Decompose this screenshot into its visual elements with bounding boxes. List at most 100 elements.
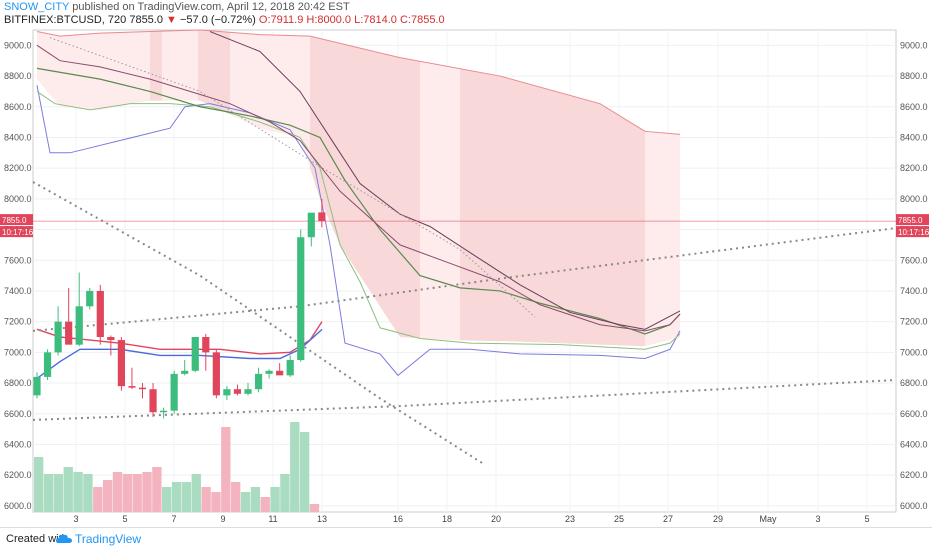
y-tick-right: 8000.0 — [900, 194, 928, 204]
last-price: 7855.0 — [129, 14, 163, 26]
price-label-box — [0, 214, 33, 226]
volume-bar — [43, 474, 54, 512]
y-tick-right: 6600.0 — [900, 409, 928, 419]
volume-bar — [63, 467, 73, 512]
x-tick-label: 9 — [220, 514, 225, 524]
price-label-text: 7855.0 — [2, 216, 27, 225]
volume-bar — [171, 482, 182, 512]
y-tick-left: 6800.0 — [4, 378, 32, 388]
candle-body — [170, 373, 178, 411]
candle-body — [65, 321, 73, 345]
candle-body — [86, 290, 94, 307]
volume-bar — [142, 472, 152, 512]
volume-bar — [250, 487, 261, 512]
x-tick-label: 18 — [442, 514, 452, 524]
y-tick-left: 7200.0 — [4, 317, 32, 327]
y-tick-right: 9000.0 — [900, 40, 928, 50]
candle-body — [212, 352, 220, 396]
candle-body — [54, 321, 62, 353]
volume-bar — [93, 487, 103, 512]
volume-bar — [231, 482, 241, 512]
x-tick-label: 5 — [122, 514, 127, 524]
published-text: published on TradingView.com, April 12, … — [72, 1, 350, 13]
volume-bar — [260, 497, 270, 512]
symbol-info: BITFINEX:BTCUSD, 720 7855.0 ▼ −57.0 (−0.… — [4, 14, 445, 26]
author-name[interactable]: SNOW_CITY — [4, 1, 70, 13]
y-tick-left: 8000.0 — [4, 194, 32, 204]
y-tick-right: 6400.0 — [900, 439, 928, 449]
candle-body — [307, 212, 315, 238]
candle-body — [244, 389, 252, 394]
volume-bar — [122, 474, 132, 512]
x-tick-label: 13 — [317, 514, 327, 524]
volume-bar — [309, 504, 320, 512]
publish-info: SNOW_CITY published on TradingView.com, … — [4, 1, 350, 13]
candle-body — [33, 376, 41, 396]
candle-body — [202, 337, 210, 353]
price-label-text: 7855.0 — [898, 216, 923, 225]
y-tick-left: 8800.0 — [4, 71, 32, 81]
y-tick-left: 8200.0 — [4, 163, 32, 173]
volume-bar — [83, 474, 93, 512]
trend-line-1 — [49, 37, 536, 318]
x-tick-label: 5 — [864, 514, 869, 524]
volume-bar — [201, 487, 211, 512]
y-tick-left: 8400.0 — [4, 132, 32, 142]
x-tick-label: 23 — [565, 514, 575, 524]
candle-body — [43, 352, 52, 377]
x-tick-label: 29 — [713, 514, 723, 524]
candle-body — [96, 290, 104, 338]
y-tick-right: 8800.0 — [900, 71, 928, 81]
volume-bar — [299, 432, 310, 512]
x-tick-label: 7 — [171, 514, 176, 524]
price-chart[interactable]: 6000.0 6000.0 6200.0 6200.0 6400.0 6400.0 6600… — [0, 0, 932, 527]
symbol-label: BITFINEX:BTCUSD, 720 — [4, 14, 127, 26]
candle-body — [160, 410, 168, 413]
y-tick-right: 6800.0 — [900, 378, 928, 388]
y-tick-left: 9000.0 — [4, 40, 32, 50]
volume-bar — [211, 492, 221, 512]
time-label-box — [0, 226, 33, 238]
candle-body — [297, 237, 305, 361]
candle-body — [149, 389, 157, 413]
volume-bar — [152, 467, 162, 512]
y-tick-right: 6200.0 — [900, 470, 928, 480]
trend-line-4 — [32, 181, 483, 464]
time-label-text: 10:17:16 — [898, 228, 930, 237]
volume-bar — [73, 472, 83, 512]
candle-body — [276, 370, 284, 376]
x-tick-label: 27 — [663, 514, 673, 524]
y-tick-right: 8200.0 — [900, 163, 928, 173]
y-tick-left: 7400.0 — [4, 286, 32, 296]
ma-purple-line — [36, 44, 681, 332]
y-tick-left: 6400.0 — [4, 439, 32, 449]
y-tick-right: 7200.0 — [900, 317, 928, 327]
y-tick-right: 7400.0 — [900, 286, 928, 296]
candle-body — [117, 340, 125, 387]
candle-body — [191, 337, 199, 371]
ma-green-line — [36, 90, 681, 350]
cloud-upper-line — [36, 29, 681, 135]
ma-blue-short — [36, 328, 323, 380]
y-tick-left: 7000.0 — [4, 347, 32, 357]
tradingview-logo[interactable]: TradingView — [56, 532, 141, 546]
price-change: −57.0 (−0.72%) — [180, 14, 256, 26]
x-tick-label: 16 — [393, 514, 403, 524]
price-label-box — [896, 214, 929, 226]
y-tick-right: 7600.0 — [900, 255, 928, 265]
candle-body — [223, 389, 231, 396]
volume-bar — [181, 482, 192, 512]
volume-bar — [191, 474, 201, 512]
candle-body — [107, 337, 115, 341]
y-tick-right: 7000.0 — [900, 347, 928, 357]
y-tick-right: 6000.0 — [900, 501, 928, 511]
cloud-icon — [56, 534, 72, 543]
y-tick-left: 6200.0 — [4, 470, 32, 480]
volume-bar — [102, 480, 113, 512]
volume-bar — [162, 487, 172, 512]
ma-blue-line — [36, 85, 681, 377]
ohlc-values: O:7911.9 H:8000.0 L:7814.0 C:7855.0 — [258, 14, 445, 26]
time-label-text: 10:17:16 — [2, 228, 34, 237]
volume-bar — [280, 474, 290, 512]
volume-bar — [132, 474, 142, 512]
